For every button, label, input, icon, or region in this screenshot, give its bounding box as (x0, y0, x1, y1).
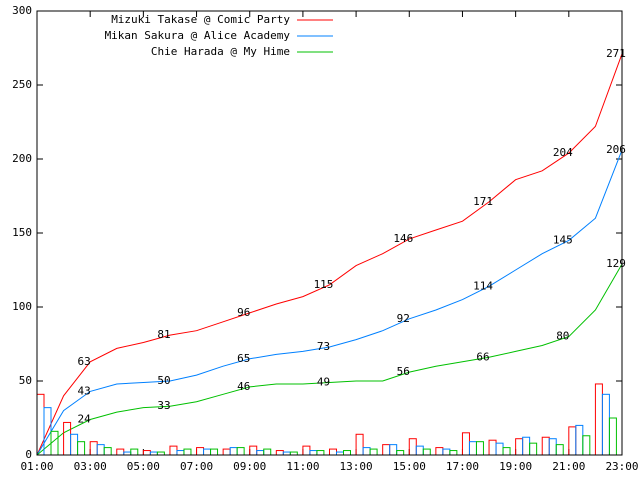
y-tick-label: 100 (12, 300, 32, 313)
x-tick-label: 09:00 (233, 460, 266, 473)
x-tick-label: 03:00 (74, 460, 107, 473)
data-label: 92 (397, 312, 410, 325)
data-label: 206 (606, 143, 626, 156)
data-label: 49 (317, 375, 330, 388)
line (36, 53, 623, 456)
data-label: 63 (78, 355, 91, 368)
data-label: 114 (473, 279, 493, 292)
data-label: 33 (157, 399, 170, 412)
data-label: 56 (397, 365, 410, 378)
data-label: 145 (553, 233, 573, 246)
x-tick-label: 17:00 (446, 460, 479, 473)
x-tick-label: 15:00 (393, 460, 426, 473)
line (36, 149, 623, 456)
x-tick-label: 21:00 (552, 460, 585, 473)
y-tick-label: 50 (19, 374, 32, 387)
x-tick-label: 01:00 (20, 460, 53, 473)
y-tick-label: 250 (12, 78, 32, 91)
data-label: 171 (473, 195, 493, 208)
data-label: 96 (237, 306, 250, 319)
data-label: 204 (553, 146, 573, 159)
y-tick-label: 200 (12, 152, 32, 165)
x-tick-label: 11:00 (286, 460, 319, 473)
data-label: 115 (314, 278, 334, 291)
x-tick-label: 13:00 (340, 460, 373, 473)
legend-label: Mizuki Takase @ Comic Party (111, 13, 290, 26)
data-label: 73 (317, 340, 330, 353)
data-label: 80 (556, 330, 569, 343)
y-tick-label: 0 (25, 448, 32, 461)
data-label: 146 (393, 232, 413, 245)
data-label: 43 (78, 384, 91, 397)
data-label: 81 (157, 328, 170, 341)
data-label: 66 (476, 350, 489, 363)
x-tick-label: 07:00 (180, 460, 213, 473)
legend-label: Chie Harada @ My Hime (151, 45, 290, 58)
data-label: 271 (606, 47, 626, 60)
plot-border (36, 10, 623, 456)
data-label: 46 (237, 380, 250, 393)
x-tick-label: 05:00 (127, 460, 160, 473)
data-label: 24 (78, 412, 92, 425)
data-label: 129 (606, 257, 626, 270)
x-tick-label: 19:00 (499, 460, 532, 473)
x-tick-label: 23:00 (605, 460, 638, 473)
y-tick-label: 150 (12, 226, 32, 239)
data-label: 50 (157, 374, 170, 387)
legend-label: Mikan Sakura @ Alice Academy (105, 29, 291, 42)
data-label: 65 (237, 352, 250, 365)
y-tick-label: 300 (12, 4, 32, 17)
line (36, 263, 623, 456)
